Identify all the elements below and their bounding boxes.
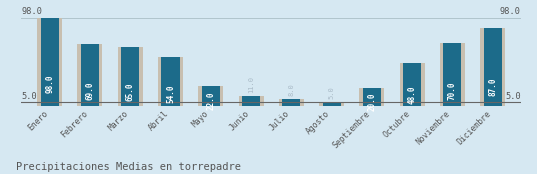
Text: 69.0: 69.0 bbox=[85, 81, 95, 100]
Bar bbox=[238, 96, 264, 106]
Text: 8.0: 8.0 bbox=[288, 83, 294, 96]
Bar bbox=[41, 18, 59, 106]
Text: Precipitaciones Medias en torrepadre: Precipitaciones Medias en torrepadre bbox=[16, 162, 241, 172]
Bar bbox=[77, 44, 103, 106]
Text: 5.0: 5.0 bbox=[21, 92, 37, 101]
Bar bbox=[319, 102, 344, 106]
Bar bbox=[363, 88, 381, 106]
Bar bbox=[484, 28, 502, 106]
Bar bbox=[158, 57, 183, 106]
Text: 5.0: 5.0 bbox=[329, 86, 335, 99]
Bar bbox=[444, 43, 461, 106]
Text: 87.0: 87.0 bbox=[488, 77, 497, 96]
Text: 22.0: 22.0 bbox=[206, 92, 215, 110]
Bar bbox=[440, 43, 465, 106]
Bar bbox=[202, 86, 220, 106]
Text: 5.0: 5.0 bbox=[505, 92, 521, 101]
Bar bbox=[118, 48, 143, 106]
Text: 54.0: 54.0 bbox=[166, 85, 175, 103]
Bar bbox=[198, 86, 223, 106]
Text: 20.0: 20.0 bbox=[367, 92, 376, 111]
Bar bbox=[282, 99, 300, 106]
Bar bbox=[37, 18, 62, 106]
Text: 48.0: 48.0 bbox=[408, 86, 417, 105]
Bar bbox=[81, 44, 99, 106]
Bar bbox=[323, 102, 340, 106]
Bar bbox=[400, 63, 425, 106]
Bar bbox=[162, 57, 179, 106]
Bar bbox=[359, 88, 384, 106]
Text: 65.0: 65.0 bbox=[126, 82, 135, 101]
Bar bbox=[403, 63, 421, 106]
Bar bbox=[279, 99, 304, 106]
Bar bbox=[121, 48, 139, 106]
Bar bbox=[480, 28, 505, 106]
Text: 70.0: 70.0 bbox=[448, 81, 457, 100]
Text: 98.0: 98.0 bbox=[21, 7, 42, 16]
Text: 98.0: 98.0 bbox=[500, 7, 521, 16]
Text: 98.0: 98.0 bbox=[45, 75, 54, 93]
Text: 11.0: 11.0 bbox=[248, 76, 254, 93]
Bar bbox=[242, 96, 260, 106]
